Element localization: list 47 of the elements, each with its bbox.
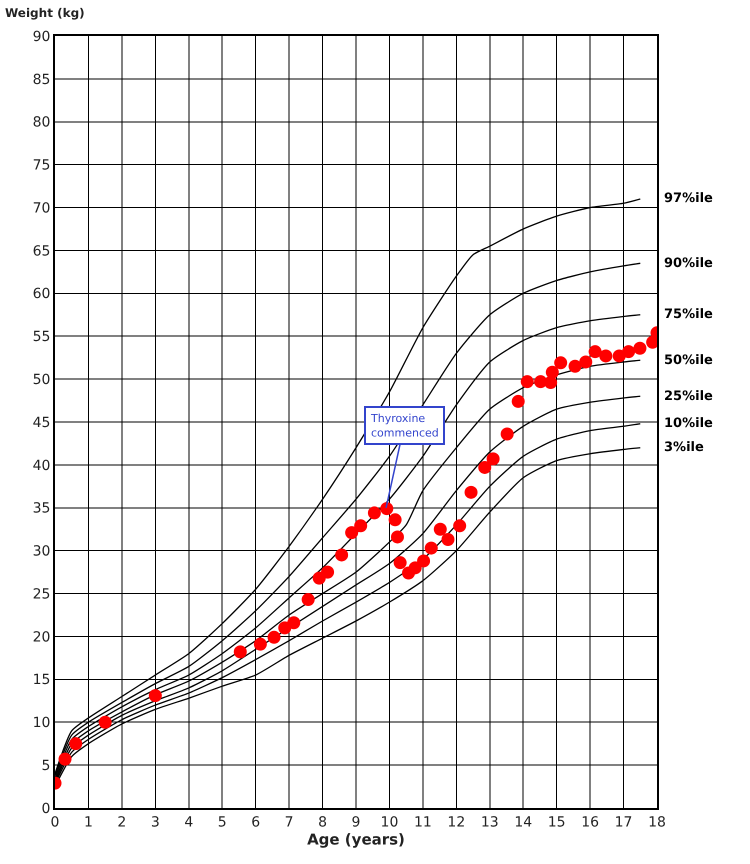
x-tick-label: 7 (284, 814, 294, 831)
y-tick-label: 65 (32, 243, 50, 260)
y-tick-label: 25 (32, 586, 50, 602)
series-label: 97%ile (664, 191, 714, 206)
series-label: 10%ile (664, 416, 714, 431)
y-tick-label: 30 (32, 544, 50, 560)
y-tick-label: 90 (32, 28, 50, 45)
annotation: Thyroxine commenced (370, 412, 439, 440)
y-tick-label: 70 (32, 200, 50, 216)
x-tick-label: 11 (414, 814, 432, 831)
y-tick-label: 5 (42, 758, 50, 774)
x-tick-label: 6 (251, 814, 260, 831)
x-tick-label: 9 (352, 814, 360, 831)
x-tick-label: 17 (614, 814, 632, 831)
y-tick-label: 50 (32, 372, 50, 388)
y-tick-label: 20 (32, 629, 50, 646)
x-tick-label: 13 (480, 814, 499, 831)
y-tick-label: 80 (32, 114, 50, 131)
series-label: 50%ile (664, 353, 714, 368)
x-tick-label: 10 (380, 814, 398, 831)
x-tick-label: 5 (218, 814, 227, 831)
x-tick-label: 12 (447, 814, 466, 831)
y-axis-title: Weight (kg) (5, 6, 85, 20)
x-tick-label: 16 (581, 814, 600, 831)
y-tick-label: 10 (32, 715, 50, 732)
x-axis-title: Age (years) (307, 830, 405, 849)
x-tick-label: 1 (84, 814, 93, 831)
y-tick-label: 45 (32, 414, 50, 431)
series-label: 25%ile (664, 389, 714, 404)
y-tick-label: 85 (32, 72, 50, 88)
x-tick-label: 8 (318, 814, 328, 831)
series-label: 90%ile (664, 256, 714, 271)
y-tick-label: 40 (32, 458, 50, 474)
y-tick-label: 60 (32, 286, 50, 302)
y-tick-label: 55 (32, 329, 50, 346)
y-tick-label: 75 (32, 158, 50, 174)
x-tick-label: 4 (184, 814, 194, 831)
series-label: 75%ile (664, 307, 714, 322)
x-tick-label: 2 (117, 814, 126, 831)
x-tick-label: 3 (150, 814, 160, 831)
x-tick-label: 18 (648, 814, 666, 831)
series-label: 3%ile (664, 440, 704, 455)
y-tick-label: 15 (32, 672, 50, 688)
y-tick-label: 0 (42, 800, 50, 817)
x-tick-label: 15 (548, 814, 566, 831)
y-tick-label: 35 (32, 500, 50, 517)
x-tick-label: 14 (514, 814, 532, 831)
